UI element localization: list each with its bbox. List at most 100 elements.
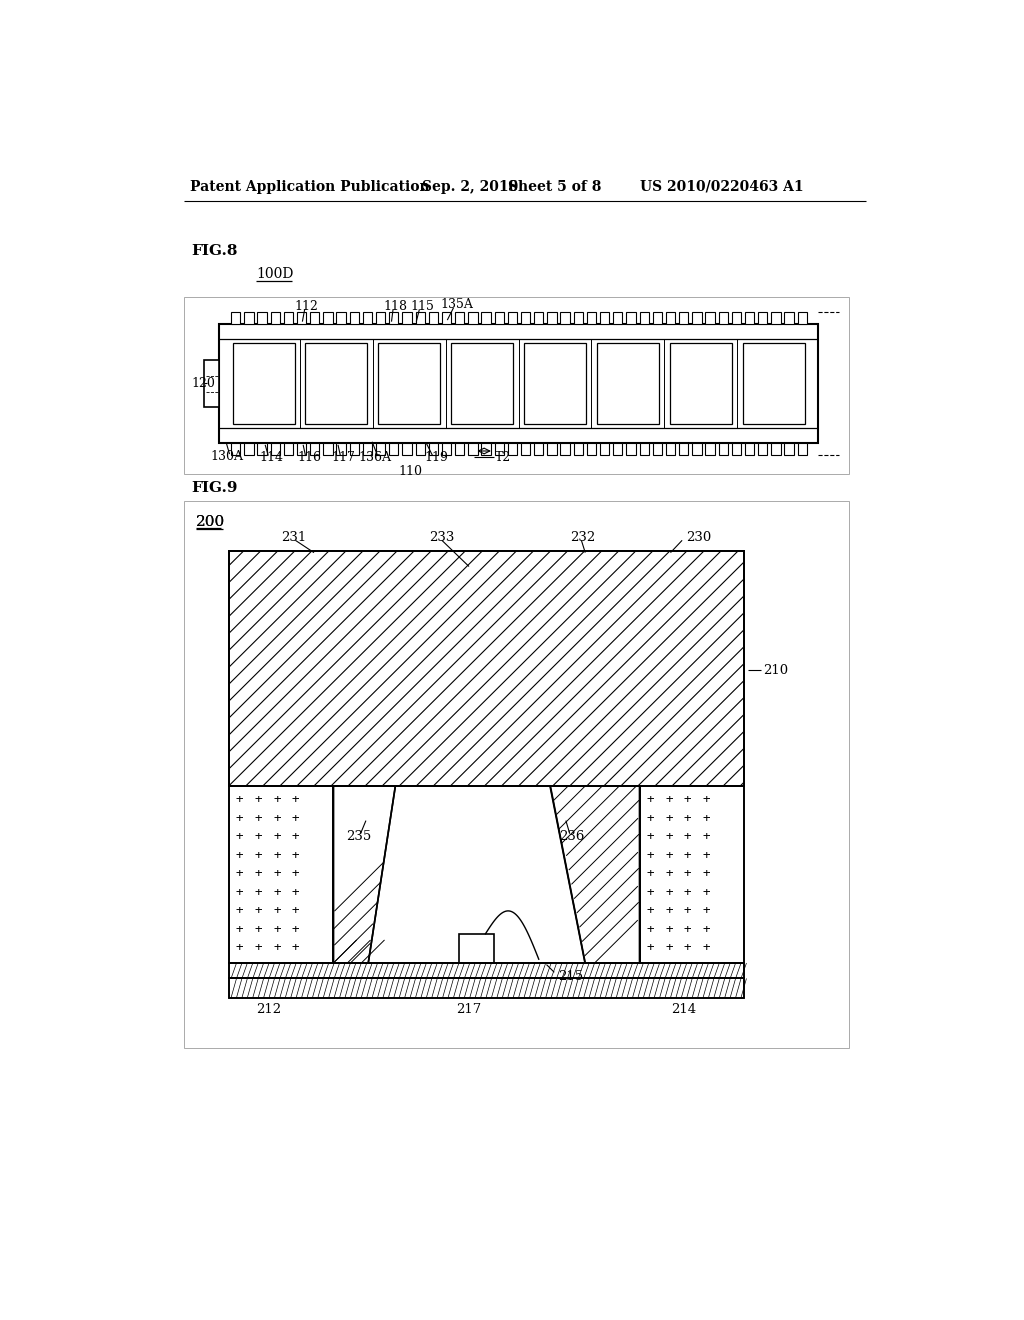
Polygon shape: [550, 785, 640, 964]
Text: +: +: [684, 812, 691, 825]
Bar: [429, 444, 438, 455]
Bar: [376, 444, 385, 455]
Text: 110: 110: [399, 465, 423, 478]
Bar: [349, 313, 359, 323]
Text: Patent Application Publication: Patent Application Publication: [190, 180, 430, 194]
Text: +: +: [273, 886, 281, 899]
Text: +: +: [254, 793, 262, 807]
Text: +: +: [254, 941, 262, 954]
Text: 100D: 100D: [256, 267, 293, 281]
Bar: [183, 502, 849, 1048]
Bar: [560, 313, 569, 323]
Text: +: +: [273, 941, 281, 954]
Text: 130A: 130A: [210, 450, 243, 463]
Text: +: +: [684, 830, 691, 843]
Text: +: +: [666, 923, 673, 936]
Text: +: +: [292, 830, 299, 843]
Text: +: +: [684, 904, 691, 917]
Bar: [732, 313, 741, 323]
Text: +: +: [702, 812, 710, 825]
Bar: [228, 964, 744, 978]
Text: +: +: [292, 793, 299, 807]
Polygon shape: [334, 785, 395, 964]
Bar: [640, 313, 649, 323]
Text: 120: 120: [191, 376, 215, 389]
Bar: [666, 444, 675, 455]
Bar: [600, 444, 609, 455]
Text: Sep. 2, 2010: Sep. 2, 2010: [423, 180, 519, 194]
Bar: [376, 313, 385, 323]
Bar: [183, 297, 849, 474]
Bar: [324, 444, 333, 455]
Text: FIG.9: FIG.9: [191, 480, 238, 495]
Text: 114: 114: [260, 451, 284, 465]
Text: T2: T2: [496, 451, 512, 465]
Bar: [535, 313, 544, 323]
Bar: [228, 978, 744, 998]
Text: 116: 116: [297, 451, 321, 465]
Text: 232: 232: [569, 531, 595, 544]
Text: +: +: [666, 867, 673, 880]
Bar: [231, 444, 241, 455]
Text: +: +: [684, 923, 691, 936]
Bar: [257, 444, 266, 455]
Text: 112: 112: [295, 300, 318, 313]
Bar: [228, 785, 334, 964]
Bar: [508, 444, 517, 455]
Text: +: +: [254, 849, 262, 862]
Bar: [719, 313, 728, 323]
Bar: [228, 978, 744, 998]
Text: +: +: [254, 886, 262, 899]
Bar: [547, 444, 557, 455]
Text: +: +: [236, 812, 244, 825]
Text: +: +: [236, 830, 244, 843]
Text: +: +: [292, 904, 299, 917]
Bar: [228, 552, 744, 785]
Text: +: +: [666, 941, 673, 954]
Text: +: +: [702, 849, 710, 862]
Bar: [521, 313, 530, 323]
Text: 214: 214: [671, 1003, 696, 1016]
Text: 117: 117: [331, 451, 355, 465]
Bar: [460, 933, 495, 964]
Bar: [349, 444, 359, 455]
Bar: [402, 313, 412, 323]
Bar: [547, 313, 557, 323]
Bar: [652, 313, 662, 323]
Text: +: +: [273, 867, 281, 880]
Bar: [640, 785, 744, 964]
Bar: [297, 313, 306, 323]
Bar: [679, 444, 688, 455]
Bar: [613, 444, 623, 455]
Text: +: +: [254, 923, 262, 936]
Text: +: +: [702, 904, 710, 917]
Text: +: +: [666, 904, 673, 917]
Text: +: +: [666, 886, 673, 899]
Bar: [640, 785, 744, 964]
Bar: [442, 313, 452, 323]
Bar: [228, 964, 744, 978]
Bar: [442, 444, 452, 455]
Bar: [455, 313, 464, 323]
Bar: [402, 444, 412, 455]
Text: FIG.8: FIG.8: [191, 244, 238, 257]
Text: 235: 235: [346, 829, 372, 842]
Text: +: +: [684, 886, 691, 899]
Text: 200: 200: [197, 515, 225, 529]
Bar: [232, 343, 295, 424]
Text: +: +: [646, 886, 654, 899]
Text: +: +: [236, 904, 244, 917]
Bar: [389, 313, 398, 323]
Text: +: +: [292, 812, 299, 825]
Text: +: +: [254, 867, 262, 880]
Bar: [587, 444, 596, 455]
Bar: [597, 343, 658, 424]
Bar: [706, 313, 715, 323]
Bar: [692, 313, 701, 323]
Bar: [257, 313, 266, 323]
Bar: [337, 444, 346, 455]
Text: +: +: [273, 923, 281, 936]
Bar: [468, 444, 477, 455]
Bar: [627, 313, 636, 323]
Text: +: +: [702, 867, 710, 880]
